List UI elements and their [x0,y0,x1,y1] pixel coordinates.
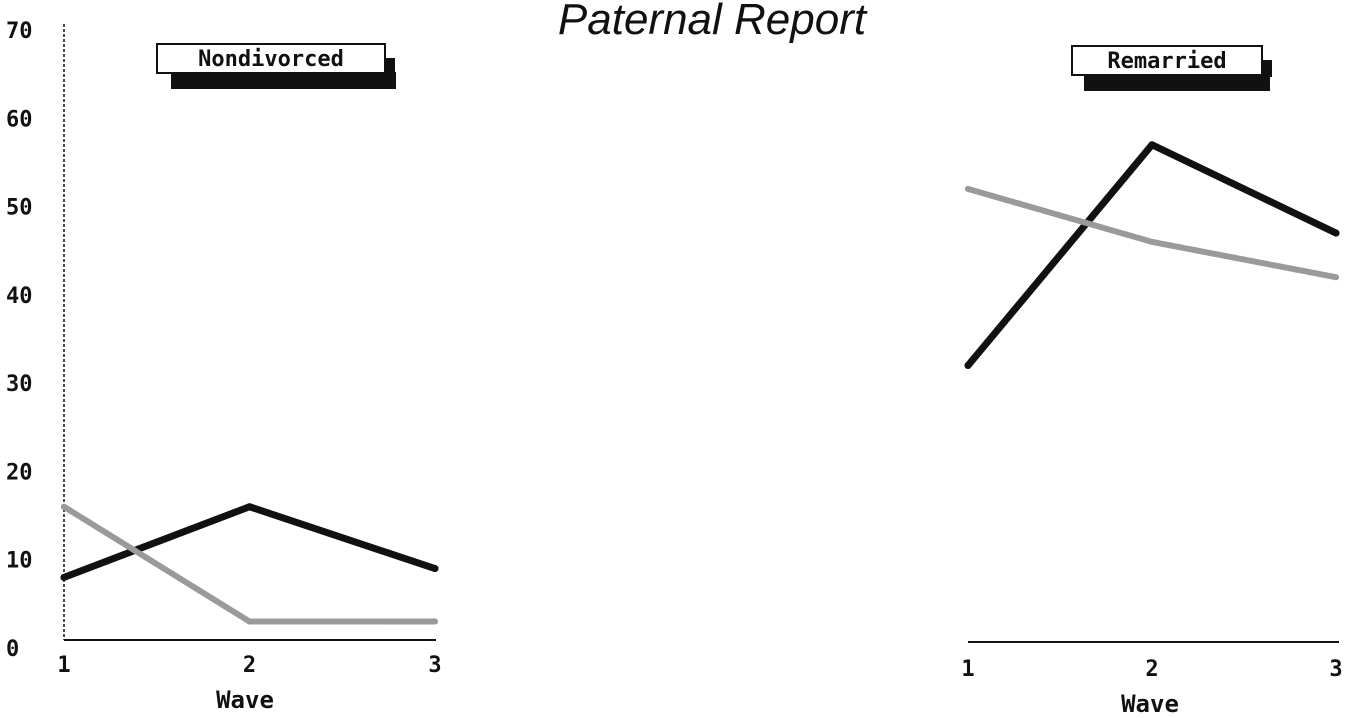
x-tick-label: 3 [428,653,441,678]
data-point [1148,141,1156,149]
x-tick-labels: 1 2 3 [961,657,1342,682]
data-point [246,503,253,511]
data-point [431,565,439,573]
data-point [60,573,68,581]
x-tick-label: 1 [961,657,974,682]
panel-label-text: Nondivorced [198,47,344,72]
panel-label-shadow [1084,74,1270,91]
series-group [60,503,439,625]
panel-remarried: 1 2 3 Wave Remarried [961,45,1343,718]
series-group [964,141,1340,369]
data-point [965,185,971,192]
panel-label-frame [1071,45,1263,76]
y-tick-label: 30 [6,372,33,397]
data-point [1333,274,1339,281]
panel-label-shadow-edge [385,58,395,75]
data-point [61,503,67,510]
panel-label-box: Remarried [1071,45,1272,91]
data-point [432,618,438,625]
x-tick-label: 2 [243,653,256,678]
data-point [246,618,253,625]
x-axis-label: Wave [216,686,274,714]
y-tick-label: 70 [6,19,33,44]
chart-title: Paternal Report [558,0,868,44]
x-tick-labels: 1 2 3 [57,653,441,678]
y-tick-labels: 0 10 20 30 40 50 60 70 [6,19,33,662]
y-tick-label: 20 [6,460,33,485]
series-line-solid [964,141,1340,369]
x-axis-label: Wave [1121,690,1179,718]
y-tick-label: 10 [6,549,33,574]
data-point [1332,229,1340,237]
panel-label-box: Nondivorced [156,43,396,89]
y-tick-label: 40 [6,284,33,309]
x-tick-label: 2 [1145,657,1158,682]
series-line-dotted [965,185,1339,281]
x-tick-label: 1 [57,653,70,678]
data-point [1149,238,1155,245]
x-tick-label: 3 [1329,657,1342,682]
panel-label-text: Remarried [1107,49,1226,74]
panel-label-shadow [171,72,396,89]
y-tick-label: 50 [6,196,33,221]
panel-nondivorced: 0 10 20 30 40 50 60 70 1 2 3 Wave Nondivorced [6,19,442,714]
data-point [964,361,972,369]
series-line-dotted [61,503,438,625]
y-tick-label: 60 [6,107,33,132]
y-tick-label: 0 [6,637,19,662]
panel-label-shadow-edge [1262,60,1272,77]
